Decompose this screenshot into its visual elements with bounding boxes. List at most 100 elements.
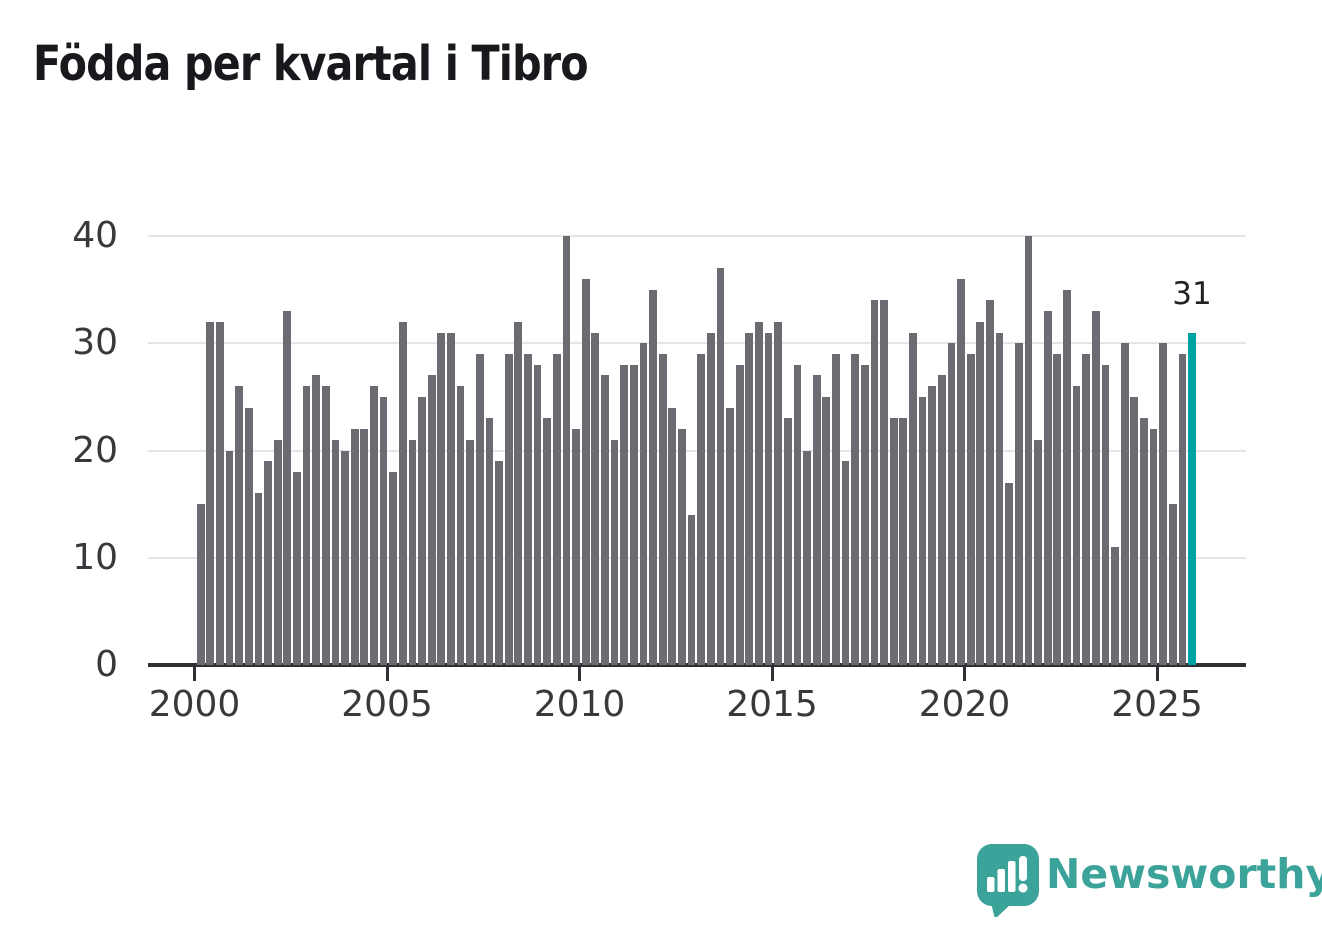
bar: [783, 418, 792, 665]
bar: [350, 429, 359, 665]
bar: [360, 429, 369, 665]
bar: [1005, 482, 1014, 665]
bar: [206, 321, 215, 665]
bar: [899, 418, 908, 665]
bar: [1043, 311, 1052, 665]
y-axis-label-20: 20: [72, 429, 118, 471]
bar: [803, 450, 811, 665]
bar: [620, 364, 629, 665]
bar: [302, 386, 311, 665]
bar: [889, 418, 898, 665]
x-axis-line: [148, 663, 1246, 667]
bar: [321, 386, 330, 665]
bar: [1053, 354, 1062, 665]
bar: [524, 354, 532, 665]
x-axis-label-2015: 2015: [726, 684, 818, 725]
x-axis-tick-2000: [193, 667, 196, 681]
bar: [273, 439, 282, 665]
bar: [283, 311, 292, 665]
bar: [591, 332, 600, 665]
bar: [1120, 343, 1129, 665]
bar: [216, 321, 224, 665]
bar: [937, 375, 946, 665]
bar: [995, 332, 1004, 665]
bar: [658, 354, 667, 665]
bar: [745, 332, 754, 665]
bar: [312, 375, 321, 665]
bar: [687, 514, 696, 665]
gridline-30: [148, 342, 1246, 345]
bar: [1130, 396, 1139, 665]
bar: [601, 375, 609, 665]
y-axis-label-40: 40: [72, 215, 118, 256]
bar: [562, 236, 571, 665]
bar: [880, 300, 888, 665]
bar: [196, 504, 205, 665]
bar: [543, 418, 552, 665]
bar: [514, 321, 523, 665]
x-axis-label-2025: 2025: [1111, 684, 1203, 725]
bar: [649, 289, 657, 665]
chart-title-text: Födda per kvartal i Tibro: [33, 36, 589, 92]
bar: [1014, 343, 1023, 665]
bar: [947, 343, 956, 665]
gridline-10: [148, 556, 1246, 559]
newsworthy-logo-icon: [977, 844, 1039, 917]
x-axis-label-2000: 2000: [148, 684, 241, 725]
bar: [735, 364, 744, 665]
bar: [552, 354, 561, 665]
bar: [254, 493, 263, 665]
bar: [678, 429, 686, 665]
bar: [1072, 386, 1081, 665]
bar: [812, 375, 821, 665]
bar: [1024, 236, 1033, 665]
bar: [408, 439, 417, 665]
bar: [774, 321, 783, 665]
x-axis-tick-2020: [963, 667, 966, 681]
bar: [475, 354, 484, 665]
x-axis-tick-2025: [1155, 667, 1159, 681]
bar: [379, 396, 388, 665]
bar: [1159, 343, 1168, 665]
x-axis-tick-2015: [770, 667, 774, 681]
bar: [437, 332, 446, 665]
bar: [832, 354, 840, 665]
bar: [986, 300, 994, 665]
bar: [976, 321, 985, 665]
bar: [293, 472, 301, 665]
bar: [909, 332, 917, 665]
bar: [610, 439, 619, 665]
bar: [1111, 547, 1119, 665]
bar: [1063, 289, 1071, 665]
bar: [1034, 439, 1042, 665]
bar: [957, 278, 965, 665]
bar: [726, 407, 734, 665]
bar: [427, 375, 436, 665]
bar: [225, 450, 234, 665]
y-axis-label-30: 30: [72, 322, 118, 364]
bar: [572, 429, 580, 665]
gridline-20: [148, 449, 1246, 452]
bar: [841, 461, 850, 665]
bar: [851, 354, 860, 665]
bar: [495, 461, 503, 665]
bar: [418, 396, 426, 665]
bar-latest-quarter: [1188, 332, 1196, 665]
bar: [755, 321, 763, 665]
latest-value-label: 31: [1172, 276, 1212, 312]
bar: [697, 354, 706, 665]
bar: [504, 354, 513, 665]
bar: [1149, 429, 1158, 665]
bar: [466, 439, 475, 665]
bar: [264, 461, 272, 665]
x-axis-tick-2005: [385, 667, 389, 681]
bar: [331, 439, 340, 665]
bar: [235, 386, 244, 665]
bar: [341, 450, 349, 665]
newsworthy-wordmark: Newsworthy: [1046, 850, 1322, 898]
bar: [1082, 354, 1091, 665]
bar: [389, 472, 398, 665]
plot-area: 2000 2005 2010 2015 2020 2025: [148, 235, 1246, 725]
chart-title: Födda per kvartal i Tibro: [33, 36, 678, 92]
